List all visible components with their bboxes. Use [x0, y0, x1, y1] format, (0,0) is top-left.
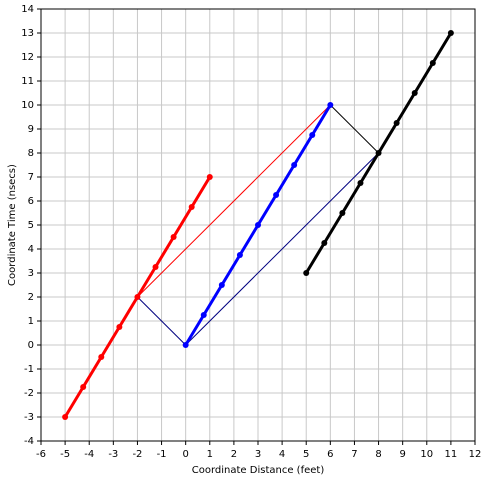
y-tick-label: 0: [28, 340, 34, 351]
y-tick-label: 1: [28, 316, 34, 327]
x-tick-label: 3: [255, 449, 261, 460]
point: [170, 234, 177, 240]
point: [327, 102, 334, 108]
point: [206, 174, 213, 180]
point: [303, 270, 310, 276]
y-tick-label: 11: [21, 76, 34, 87]
y-tick-label: -4: [24, 436, 34, 447]
y-tick-label: 8: [28, 148, 34, 159]
point: [357, 180, 364, 186]
y-tick-label: -1: [24, 364, 34, 375]
x-tick-label: 11: [445, 449, 458, 460]
y-tick-label: 9: [28, 124, 34, 135]
point: [321, 240, 328, 246]
point: [80, 384, 87, 390]
x-tick-label: -6: [36, 449, 46, 460]
y-tick-label: 6: [28, 196, 34, 207]
point: [429, 60, 436, 66]
y-tick-label: 5: [28, 220, 34, 231]
point: [200, 312, 207, 318]
point: [375, 150, 382, 156]
plot-border: [40, 8, 476, 442]
point: [411, 90, 418, 96]
point: [182, 342, 189, 348]
x-tick-label: 12: [469, 449, 482, 460]
point: [255, 222, 261, 228]
x-tick-label: 5: [303, 449, 309, 460]
point: [218, 282, 225, 288]
x-tick-label: -5: [60, 449, 70, 460]
x-tick-label: 9: [399, 449, 405, 460]
point: [134, 294, 141, 300]
y-tick-label: 3: [28, 268, 34, 279]
point: [309, 132, 316, 138]
x-tick-label: 8: [375, 449, 381, 460]
point: [339, 210, 346, 216]
point: [188, 204, 195, 210]
point: [273, 192, 280, 198]
point: [236, 252, 243, 258]
point: [116, 324, 123, 330]
x-tick-label: 7: [351, 449, 357, 460]
point: [152, 264, 159, 270]
y-tick-label: 4: [28, 244, 34, 255]
point: [62, 414, 69, 420]
series-line: [185, 152, 379, 346]
x-tick-label: 4: [279, 449, 285, 460]
series-line: [137, 104, 331, 298]
x-tick-label: -1: [157, 449, 167, 460]
x-tick-label: -4: [84, 449, 94, 460]
y-tick-label: -3: [24, 412, 34, 423]
point: [447, 30, 454, 36]
series-line: [329, 104, 379, 154]
point: [98, 354, 105, 360]
y-axis-label: Coordinate Time (nsecs): [7, 164, 18, 286]
y-tick-label: 12: [21, 52, 34, 63]
x-tick-label: -2: [132, 449, 142, 460]
x-tick-label: 1: [207, 449, 213, 460]
x-tick-label: 10: [420, 449, 433, 460]
y-tick-label: 14: [21, 4, 34, 15]
point: [291, 162, 298, 168]
point: [393, 120, 400, 126]
x-tick-label: -3: [108, 449, 118, 460]
y-tick-label: 2: [28, 292, 34, 303]
y-tick-label: 13: [21, 28, 34, 39]
x-axis-label: Coordinate Distance (feet): [192, 465, 325, 476]
x-tick-label: 6: [327, 449, 333, 460]
x-tick-label: 2: [231, 449, 237, 460]
y-tick-label: 10: [21, 100, 34, 111]
y-tick-label: -2: [24, 388, 34, 399]
y-tick-label: 7: [28, 172, 34, 183]
x-tick-label: 0: [182, 449, 188, 460]
series-line: [137, 296, 187, 346]
